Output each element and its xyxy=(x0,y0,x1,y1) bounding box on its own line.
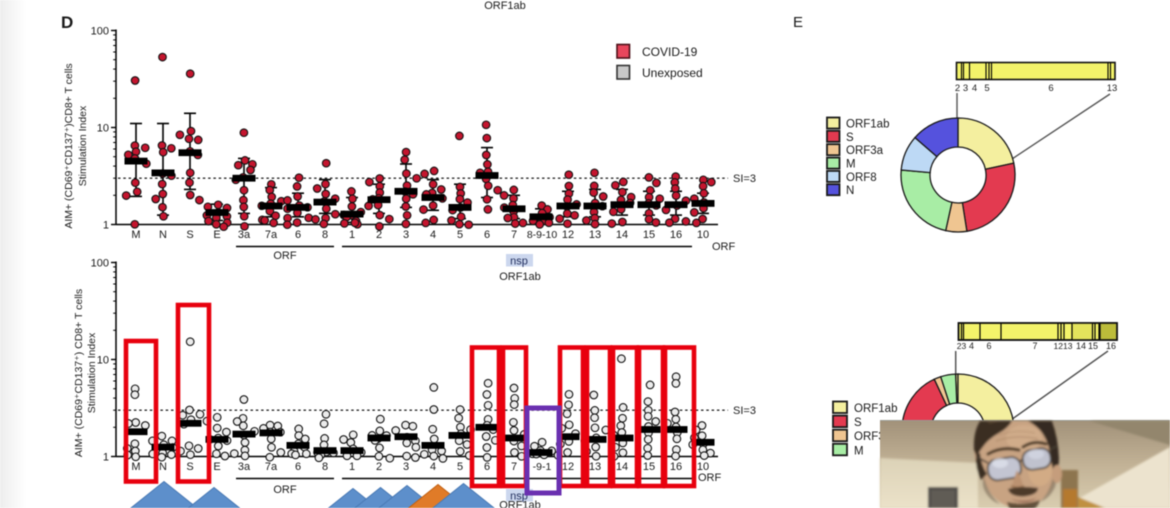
svg-text:AIM+ (CD69⁺CD137⁺)CD8+ T cells: AIM+ (CD69⁺CD137⁺)CD8+ T cells xyxy=(63,63,75,228)
svg-text:M: M xyxy=(131,461,140,473)
svg-text:3a: 3a xyxy=(238,229,251,241)
svg-text:13: 13 xyxy=(589,229,601,241)
svg-text:23: 23 xyxy=(957,341,967,351)
svg-text:10: 10 xyxy=(697,461,709,473)
svg-text:2: 2 xyxy=(376,229,382,241)
svg-text:E: E xyxy=(213,229,220,241)
svg-text:100: 100 xyxy=(91,258,109,270)
svg-text:ORF1ab: ORF1ab xyxy=(854,403,897,415)
svg-text:AIM+ (CD69⁺CD137⁺) CD8+ T cell: AIM+ (CD69⁺CD137⁺) CD8+ T cells xyxy=(73,289,85,457)
svg-text:12: 12 xyxy=(562,461,574,473)
svg-text:7: 7 xyxy=(511,229,517,241)
svg-text:M: M xyxy=(846,159,856,171)
svg-text:6: 6 xyxy=(1048,83,1053,94)
svg-text:Unexposed: Unexposed xyxy=(642,66,703,80)
svg-text:14: 14 xyxy=(1076,341,1086,351)
svg-text:4: 4 xyxy=(430,461,436,473)
svg-text:10: 10 xyxy=(97,123,109,135)
svg-text:3: 3 xyxy=(403,229,409,241)
svg-text:E: E xyxy=(213,461,220,473)
svg-text:ORF: ORF xyxy=(273,250,297,262)
svg-text:ORF: ORF xyxy=(273,484,297,496)
svg-text:ORF8: ORF8 xyxy=(846,172,877,184)
svg-text:N: N xyxy=(846,185,854,197)
svg-text:3: 3 xyxy=(403,461,409,473)
svg-text:-9-1: -9-1 xyxy=(533,461,552,473)
svg-text:nsp: nsp xyxy=(510,256,528,268)
svg-text:5: 5 xyxy=(984,83,989,94)
svg-text:ORF: ORF xyxy=(712,241,736,253)
svg-text:3a: 3a xyxy=(238,461,251,473)
svg-text:6: 6 xyxy=(986,341,991,351)
svg-text:1: 1 xyxy=(103,452,109,464)
svg-text:3: 3 xyxy=(963,83,968,94)
svg-text:6: 6 xyxy=(295,229,301,241)
svg-text:COVID-19: COVID-19 xyxy=(642,45,698,59)
svg-text:16: 16 xyxy=(670,229,682,241)
svg-text:S: S xyxy=(186,461,193,473)
svg-text:ORF: ORF xyxy=(698,472,722,484)
svg-text:13: 13 xyxy=(589,461,601,473)
svg-text:10: 10 xyxy=(97,355,109,367)
svg-text:S: S xyxy=(846,132,854,144)
svg-text:7: 7 xyxy=(511,461,517,473)
svg-text:100: 100 xyxy=(91,26,109,38)
svg-text:M: M xyxy=(131,229,140,241)
svg-text:ORF1ab: ORF1ab xyxy=(499,500,541,508)
svg-text:1213: 1213 xyxy=(1054,341,1073,351)
svg-text:8: 8 xyxy=(322,461,328,473)
svg-text:ORF1ab: ORF1ab xyxy=(499,271,541,283)
svg-text:nsp: nsp xyxy=(510,491,528,503)
svg-text:6: 6 xyxy=(295,461,301,473)
svg-text:1: 1 xyxy=(349,229,355,241)
svg-text:E: E xyxy=(793,14,803,31)
svg-text:14: 14 xyxy=(616,229,628,241)
svg-text:13: 13 xyxy=(1107,83,1118,94)
svg-text:SI=3: SI=3 xyxy=(733,173,756,185)
svg-text:S: S xyxy=(186,229,193,241)
svg-text:Stimulation Index: Stimulation Index xyxy=(77,105,89,186)
svg-text:5: 5 xyxy=(457,461,463,473)
svg-text:7: 7 xyxy=(1032,341,1037,351)
svg-text:15: 15 xyxy=(643,461,655,473)
svg-text:M: M xyxy=(854,445,864,457)
svg-text:S: S xyxy=(854,417,862,429)
svg-text:1: 1 xyxy=(349,461,355,473)
svg-text:7a: 7a xyxy=(265,229,278,241)
svg-text:2: 2 xyxy=(955,83,960,94)
svg-text:4: 4 xyxy=(430,229,436,241)
svg-text:8: 8 xyxy=(322,229,328,241)
svg-text:8-9-10: 8-9-10 xyxy=(527,229,558,241)
svg-text:1: 1 xyxy=(103,220,109,232)
svg-text:N: N xyxy=(159,229,167,241)
svg-text:16: 16 xyxy=(670,461,682,473)
svg-text:4: 4 xyxy=(969,341,974,351)
svg-text:ORF3a: ORF3a xyxy=(846,145,884,157)
svg-text:10: 10 xyxy=(697,229,709,241)
svg-text:6: 6 xyxy=(484,461,490,473)
svg-text:SI=3: SI=3 xyxy=(733,405,756,417)
svg-text:14: 14 xyxy=(616,461,628,473)
svg-text:12: 12 xyxy=(562,229,574,241)
svg-text:D: D xyxy=(61,13,73,32)
svg-text:15: 15 xyxy=(1088,341,1098,351)
svg-text:15: 15 xyxy=(643,229,655,241)
svg-text:Stimulation Index: Stimulation Index xyxy=(86,332,98,413)
svg-text:5: 5 xyxy=(457,229,463,241)
svg-text:2: 2 xyxy=(376,461,382,473)
svg-text:4: 4 xyxy=(972,83,977,94)
svg-text:6: 6 xyxy=(484,229,490,241)
svg-text:16: 16 xyxy=(1106,341,1116,351)
svg-text:ORF1ab: ORF1ab xyxy=(846,119,889,131)
svg-text:7a: 7a xyxy=(265,461,278,473)
svg-text:N: N xyxy=(159,461,167,473)
svg-text:ORF1ab: ORF1ab xyxy=(484,0,526,12)
